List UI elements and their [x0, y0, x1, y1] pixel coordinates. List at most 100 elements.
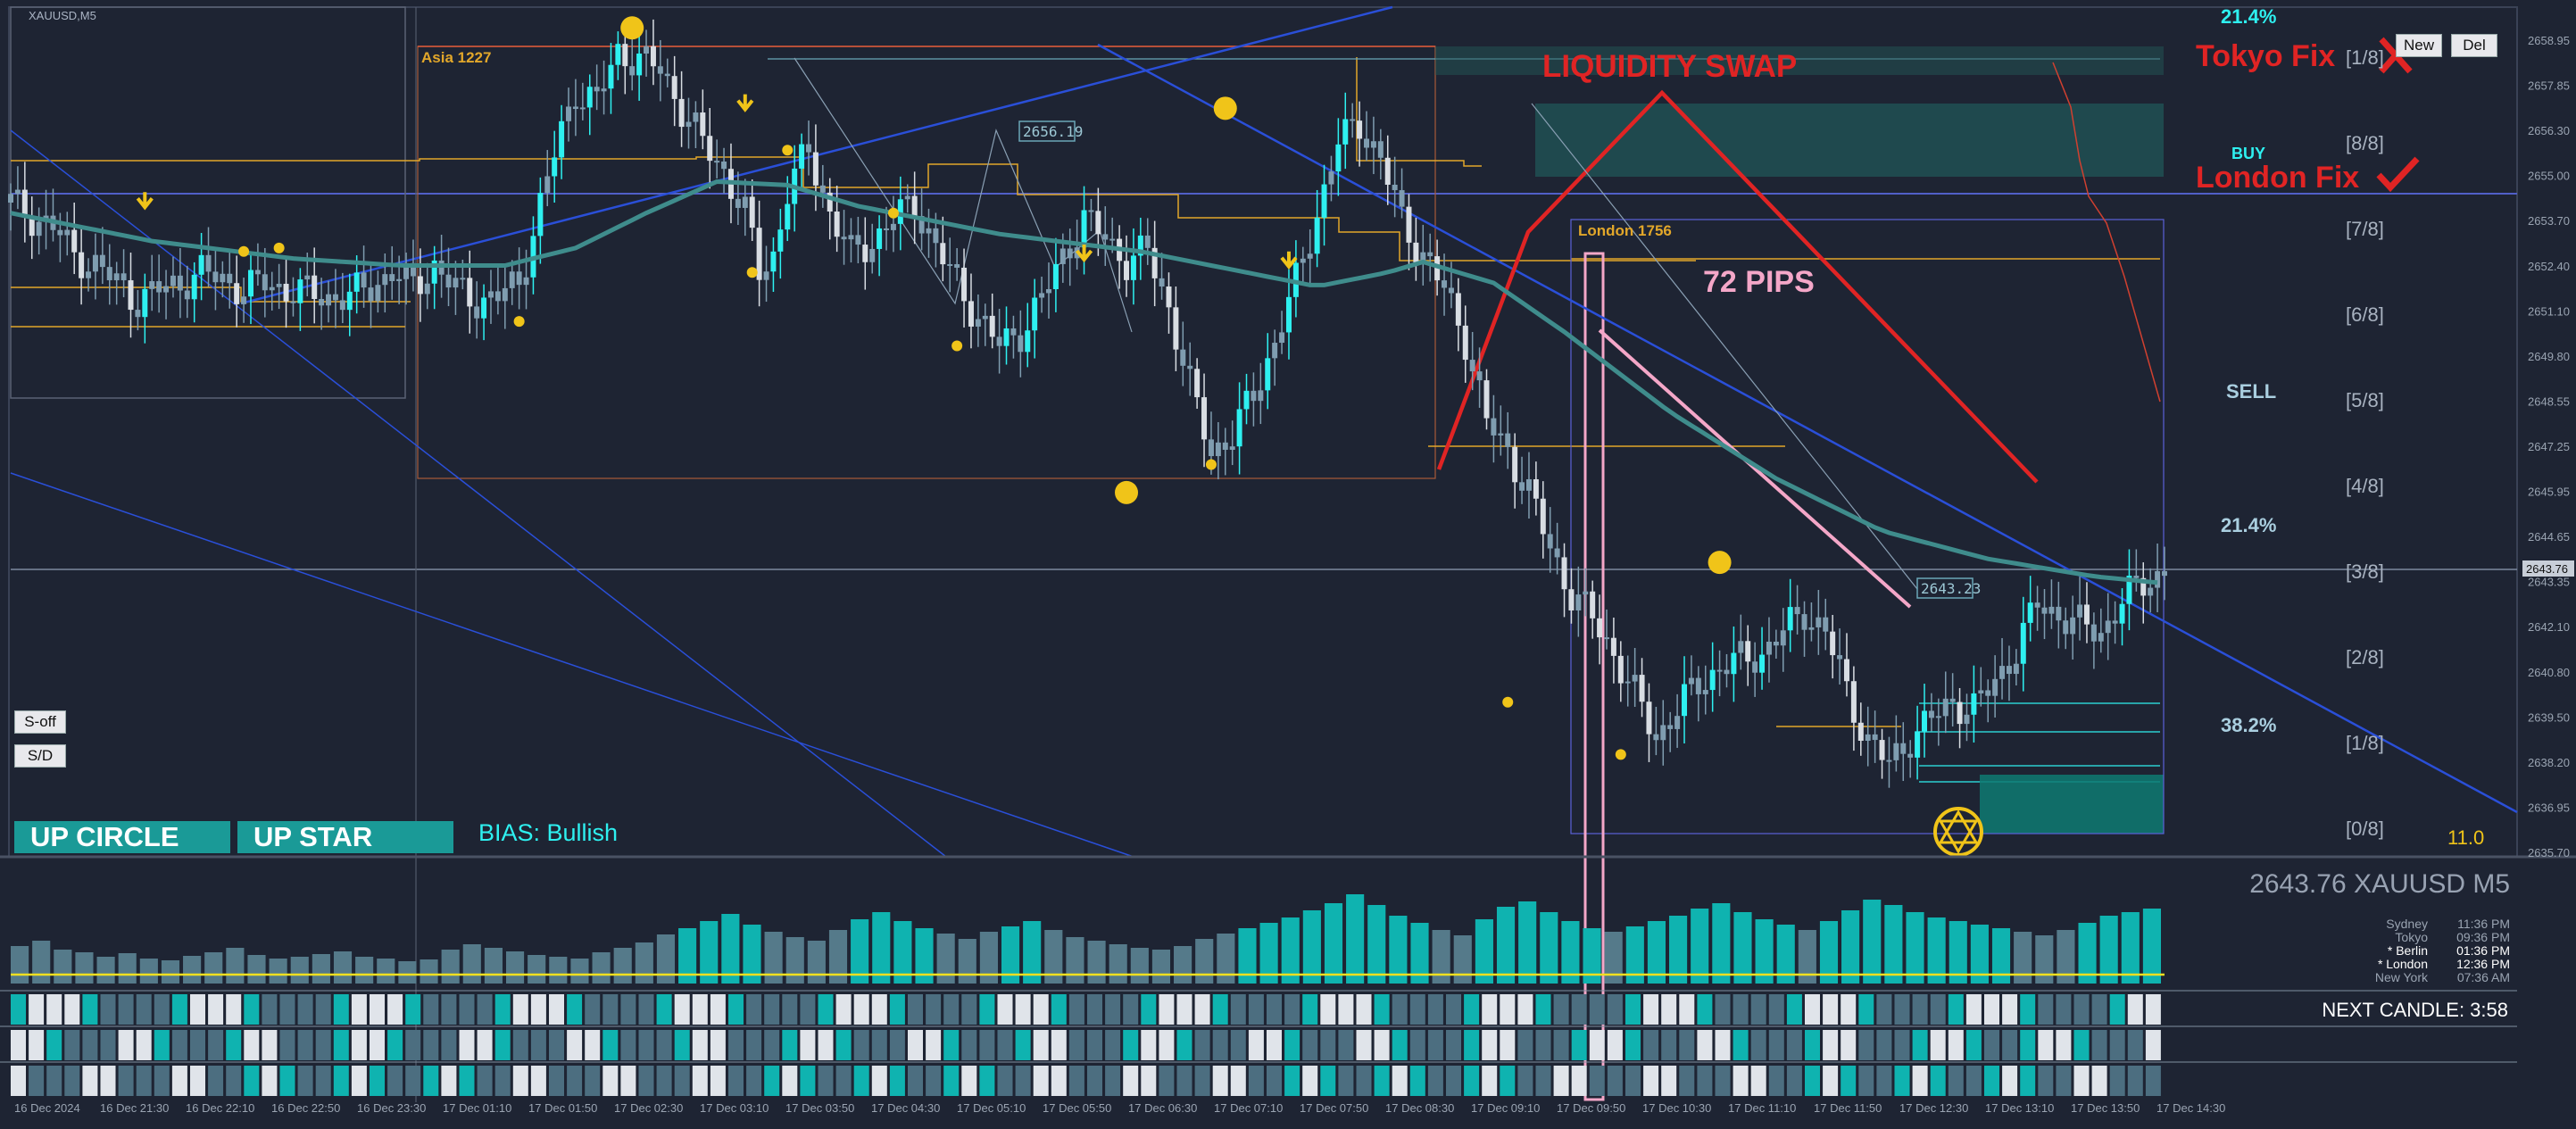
candle-body	[664, 73, 670, 77]
candle-body	[1285, 296, 1292, 333]
heat-cell	[656, 1066, 672, 1096]
candle-body	[184, 290, 190, 300]
heat-cell	[190, 1066, 205, 1096]
heat-cell	[494, 1066, 511, 1096]
heat-cell	[118, 1030, 134, 1060]
sd-off-button[interactable]: S-off	[14, 710, 66, 734]
heat-cell	[1858, 1030, 1874, 1060]
candle-body	[1392, 184, 1398, 191]
candle-body	[1498, 433, 1504, 436]
candle-body	[1915, 731, 1921, 758]
yellow-dot	[273, 242, 285, 253]
candle-body	[1830, 631, 1836, 656]
heat-cell	[1841, 994, 1857, 1025]
heat-cell	[997, 1030, 1013, 1060]
heat-cell	[64, 1066, 80, 1096]
heat-cell	[1212, 1030, 1228, 1060]
y-tick-label: 2653.70	[2528, 214, 2570, 228]
candle-body	[177, 275, 183, 291]
pink-impulse-box	[1583, 252, 1605, 1101]
candle-body	[1928, 710, 1934, 718]
heat-cell	[423, 994, 439, 1025]
heat-cell	[1248, 994, 1264, 1025]
heat-cell	[800, 1066, 816, 1096]
del-button[interactable]: Del	[2451, 34, 2497, 57]
heat-cell	[11, 1030, 26, 1060]
heat-cell	[1500, 1030, 1516, 1060]
heat-cell	[64, 1030, 80, 1060]
up-circle-banner: UP CIRCLE	[14, 821, 230, 853]
candle-body	[763, 271, 769, 280]
fib-label-mid: 21.4%	[2221, 514, 2276, 536]
star-icon	[1938, 809, 1979, 854]
heat-cell	[1374, 1066, 1390, 1096]
candle-body	[1639, 675, 1645, 702]
heat-cell	[154, 1030, 170, 1060]
candle-body	[848, 235, 854, 240]
heat-cell	[1607, 1030, 1623, 1060]
heat-cell	[2145, 994, 2161, 1025]
candle-body	[714, 161, 720, 163]
heat-cell	[926, 994, 942, 1025]
new-button[interactable]: New	[2396, 34, 2442, 57]
heat-cell	[638, 1030, 654, 1060]
candle-body	[982, 315, 988, 320]
volume-bar	[1195, 939, 1214, 984]
price-tag-a: 2656.19	[1023, 123, 1083, 140]
heat-cell	[118, 994, 134, 1025]
candle-body	[1780, 630, 1786, 646]
heat-cell	[46, 1066, 62, 1096]
candle-body	[770, 251, 777, 272]
session-city: * London	[2378, 957, 2428, 971]
candle-body	[205, 254, 212, 272]
sd-button[interactable]: S/D	[14, 744, 66, 768]
candle-body	[862, 245, 868, 262]
heat-cell	[64, 994, 80, 1025]
candle-body	[396, 278, 403, 281]
candle-body	[749, 196, 755, 228]
heat-cell	[1427, 1066, 1443, 1096]
heat-cell	[1302, 1066, 1318, 1096]
heat-cell	[1087, 1030, 1102, 1060]
heat-cell	[549, 1066, 564, 1096]
heat-cell	[1033, 1066, 1049, 1096]
heat-cell	[818, 1066, 834, 1096]
candle-body	[1159, 278, 1165, 287]
candle-body	[742, 196, 748, 208]
heat-cell	[1750, 1030, 1766, 1060]
heat-cell	[782, 1066, 798, 1096]
candle-body	[389, 274, 395, 281]
sell-label: SELL	[2226, 380, 2276, 403]
candle-body	[502, 287, 508, 302]
volume-bar	[2014, 932, 2032, 984]
heat-cell	[908, 1030, 923, 1060]
candle-body	[1208, 439, 1214, 457]
heat-cell	[620, 994, 636, 1025]
candle-body	[2155, 570, 2161, 588]
heat-cell	[512, 1066, 528, 1096]
demand-zone	[1980, 775, 2164, 834]
heat-cell	[262, 994, 278, 1025]
yellow-dot	[513, 316, 525, 328]
heat-cell	[549, 994, 564, 1025]
heat-cell	[889, 994, 905, 1025]
volume-bar	[1217, 934, 1235, 984]
candle-body	[410, 262, 416, 277]
heat-cell	[1267, 1066, 1282, 1096]
candle-body	[1632, 675, 1638, 682]
candle-body	[1674, 716, 1681, 729]
candle-body	[1716, 669, 1723, 672]
heat-cell	[100, 1030, 116, 1060]
heat-cell	[1984, 994, 1999, 1025]
heat-cell	[208, 1030, 224, 1060]
candle-body	[897, 199, 903, 224]
symbol-tag: XAUUSD,M5	[29, 9, 96, 22]
bias-label: BIAS: Bullish	[478, 819, 619, 846]
candle-body	[1194, 369, 1201, 398]
candle-body	[1427, 252, 1433, 257]
heat-cell	[835, 994, 852, 1025]
candle-body	[1949, 698, 1956, 702]
candle-body	[1018, 335, 1024, 353]
murrey-labels: [1/8] [8/8] [7/8] [6/8] [5/8] [4/8] [3/8] [2/8]…	[2346, 46, 2384, 840]
